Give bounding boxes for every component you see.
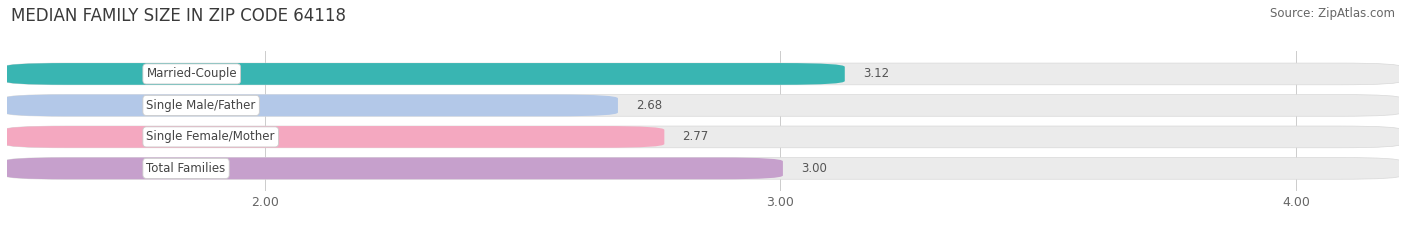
Text: Total Families: Total Families	[146, 162, 226, 175]
Text: 3.12: 3.12	[863, 67, 889, 80]
FancyBboxPatch shape	[4, 158, 783, 179]
FancyBboxPatch shape	[4, 158, 1402, 179]
Text: Single Female/Mother: Single Female/Mother	[146, 130, 276, 143]
Text: Source: ZipAtlas.com: Source: ZipAtlas.com	[1270, 7, 1395, 20]
Text: 2.68: 2.68	[636, 99, 662, 112]
FancyBboxPatch shape	[4, 63, 845, 85]
Text: 3.00: 3.00	[801, 162, 827, 175]
Text: MEDIAN FAMILY SIZE IN ZIP CODE 64118: MEDIAN FAMILY SIZE IN ZIP CODE 64118	[11, 7, 346, 25]
FancyBboxPatch shape	[4, 95, 619, 116]
FancyBboxPatch shape	[4, 126, 1402, 148]
FancyBboxPatch shape	[4, 126, 664, 148]
FancyBboxPatch shape	[4, 63, 1402, 85]
Text: Single Male/Father: Single Male/Father	[146, 99, 256, 112]
Text: 2.77: 2.77	[682, 130, 709, 143]
FancyBboxPatch shape	[4, 95, 1402, 116]
Text: Married-Couple: Married-Couple	[146, 67, 238, 80]
